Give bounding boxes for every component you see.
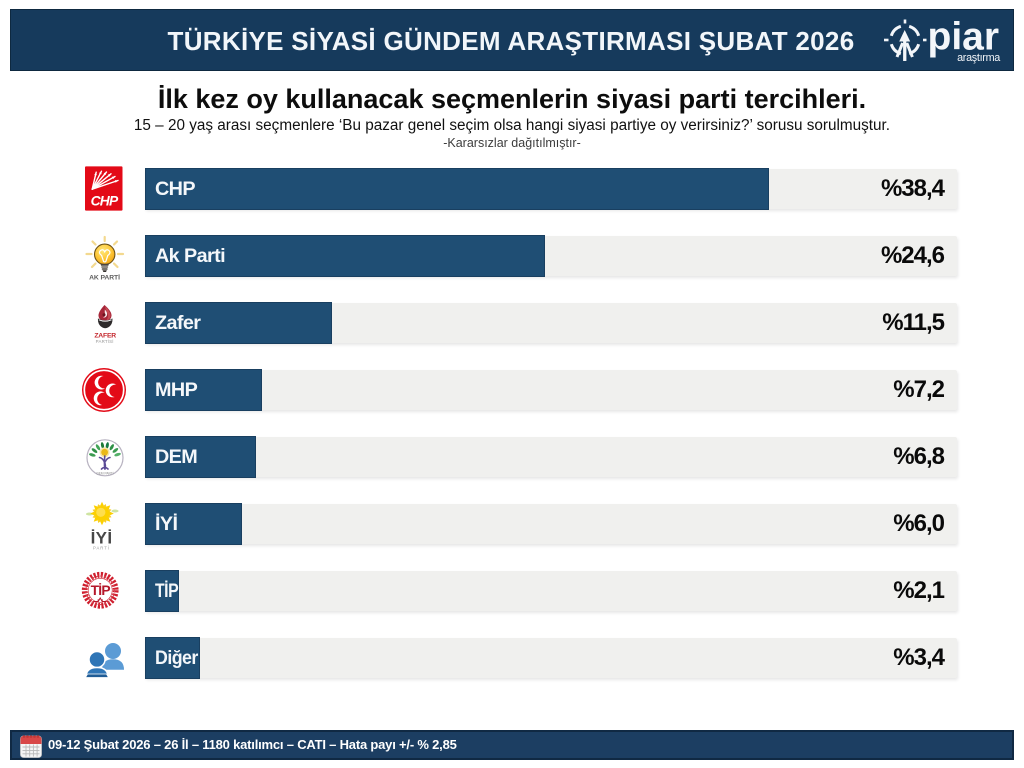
svg-text:piar: piar [928, 16, 1000, 59]
svg-text:PARTİ: PARTİ [93, 546, 110, 551]
svg-text:TİP: TİP [91, 582, 111, 598]
svg-text:CHP: CHP [91, 194, 119, 209]
svg-text:araştırma: araştırma [957, 52, 1000, 64]
svg-text:AK PARTİ: AK PARTİ [89, 274, 120, 282]
svg-text:DEM PARTİ: DEM PARTİ [96, 471, 113, 476]
svg-text:İYİ: İYİ [91, 529, 113, 548]
svg-text:PARTİSİ: PARTİSİ [96, 339, 114, 344]
svg-text:ZAFER: ZAFER [94, 333, 116, 340]
